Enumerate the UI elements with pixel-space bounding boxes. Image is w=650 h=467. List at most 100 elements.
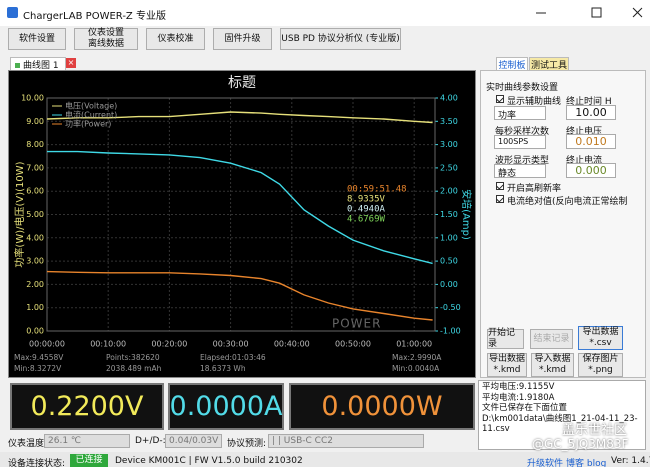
- y-tick-label: 6.00: [26, 187, 44, 196]
- side-button[interactable]: 开始记录: [487, 328, 524, 349]
- button-label: 开始记录: [488, 328, 516, 349]
- dpdm-value: 0.04/0.03V: [165, 434, 222, 448]
- watermark: 盖乐世社区: [562, 423, 628, 438]
- x-tick-label: 00:50:00: [335, 340, 371, 349]
- side-button[interactable]: 导出数据 *.kmd: [487, 353, 527, 377]
- aux-select[interactable]: 功率: [494, 106, 546, 121]
- y2-tick-label: 3.00: [440, 140, 458, 149]
- series-line: [46, 111, 433, 124]
- toolbar-button[interactable]: USB PD 协议分析仪 (专业版): [280, 28, 401, 50]
- logo: POWER: [332, 317, 381, 331]
- protocol-label: 协议预测:: [227, 439, 267, 449]
- plot-border: [46, 97, 436, 332]
- current-readout: 0.0000A: [168, 383, 284, 430]
- y-tick-label: 1.00: [26, 303, 44, 312]
- y-tick-label: 3.00: [26, 257, 44, 266]
- close-tab[interactable]: ×: [66, 58, 76, 68]
- window-title: ChargerLAB POWER-Z 专业版: [23, 11, 166, 22]
- button-label: *.png: [588, 365, 613, 375]
- x-tick-label: 00:30:00: [213, 340, 249, 349]
- toolbar-button[interactable]: 软件设置: [8, 28, 66, 50]
- button-label: 软件设置: [18, 33, 55, 44]
- chart-stat: Min:8.3272V: [14, 364, 62, 373]
- panel-tab[interactable]: 测试工具: [529, 57, 569, 71]
- annotation: 8.9335V: [347, 195, 386, 205]
- y-tick-label: 2.00: [26, 280, 44, 289]
- end-current-label: 终止电流: [566, 156, 603, 166]
- end-current-input[interactable]: 0.000: [566, 163, 616, 178]
- blog-link[interactable]: 博客 blog: [566, 459, 607, 467]
- button-label: *.kmd: [538, 365, 567, 375]
- button-label: 离线数据: [87, 39, 124, 49]
- y-tick-label: 9.00: [26, 117, 44, 126]
- log-box: 平均电压:9.1155V 平均电流:1.9180A 文件已保存在下面位置 D:\…: [478, 380, 646, 450]
- y-tick-label: 7.00: [26, 163, 44, 172]
- dpdm-label: D+/D-:: [135, 436, 166, 446]
- y-tick-label: 0.00: [26, 327, 44, 336]
- legend-label: 电压(Voltage): [65, 101, 117, 111]
- side-button[interactable]: 保存图片 *.png: [578, 353, 623, 377]
- chart-tab[interactable]: 曲线图 1: [10, 57, 66, 71]
- toolbar-button[interactable]: 固件升级: [213, 28, 272, 50]
- window-controls[interactable]: [530, 6, 645, 20]
- side-button[interactable]: 导入数据 *.kmd: [531, 353, 574, 377]
- y2-axis-label: 安培(Amp): [460, 189, 473, 240]
- group-title: 实时曲线参数设置: [486, 83, 559, 93]
- y2-tick-label: 1.50: [440, 210, 458, 219]
- y2-tick-label: 3.50: [440, 117, 458, 126]
- chart-title: 标题: [228, 75, 256, 91]
- upgrade-link[interactable]: 升级软件: [527, 459, 564, 467]
- annotation: 4.6769W: [347, 215, 386, 225]
- button-label: 结束记录: [533, 333, 570, 344]
- sps-select[interactable]: 100SPS: [494, 135, 546, 149]
- end-time-label: 终止时间 H: [566, 97, 612, 107]
- button-label: 固件升级: [224, 33, 261, 44]
- status-bar: [0, 452, 650, 467]
- status-label: 设备连接状态:: [8, 459, 66, 467]
- end-voltage-input[interactable]: 0.010: [566, 134, 616, 149]
- y-tick-label: 8.00: [26, 140, 44, 149]
- button-label: USB PD 协议分析仪 (专业版): [281, 33, 400, 44]
- y2-tick-label: 0.00: [440, 280, 458, 289]
- end-voltage-label: 终止电压: [566, 127, 603, 137]
- temp-label: 仪表温度:: [8, 439, 48, 449]
- end-time-input[interactable]: 10.00: [566, 105, 616, 120]
- chart-stat: Min:0.0040A: [392, 364, 440, 373]
- button-label: 仪表设置: [87, 28, 124, 38]
- version: Ver: 1.4.7: [611, 456, 650, 466]
- aux-curve-label: 显示辅助曲线: [507, 97, 562, 107]
- side-button: 结束记录: [530, 329, 573, 349]
- checkbox[interactable]: [496, 195, 504, 203]
- wave-label: 波形显示类型: [495, 156, 550, 166]
- y-tick-label: 5.00: [26, 210, 44, 219]
- y-tick-label: 4.00: [26, 233, 44, 242]
- side-button[interactable]: 导出数据 *.csv: [578, 326, 623, 350]
- temp-value: 26.1 ℃: [44, 434, 130, 448]
- wave-select[interactable]: 静态: [494, 164, 546, 179]
- log-line: 平均电流:1.9180A: [482, 392, 555, 403]
- checkbox[interactable]: [496, 95, 504, 103]
- watermark: @GC_5JQ3M83F: [532, 437, 629, 451]
- y2-tick-label: 2.50: [440, 163, 458, 172]
- checkbox[interactable]: [496, 182, 504, 190]
- panel-tab[interactable]: 控制板: [496, 57, 528, 71]
- y2-tick-label: -1.00: [440, 327, 461, 336]
- y-axis-label: 功率(W)/电压(V)(10W): [13, 161, 26, 267]
- toolbar-button[interactable]: 仪表设置 离线数据: [74, 28, 138, 50]
- voltage-readout: 0.2200V: [10, 383, 164, 430]
- button-label: 保存图片: [582, 354, 619, 364]
- chart-stat: Points:382620: [106, 353, 160, 362]
- legend-label: 电流(Current): [65, 110, 117, 120]
- high-refresh-label: 开启高刷新率: [507, 184, 562, 194]
- x-tick-label: 01:00:00: [396, 340, 432, 349]
- y2-tick-label: 1.00: [440, 233, 458, 242]
- log-line: D:\km001data\曲线图1_21-04-11_23-: [482, 413, 638, 424]
- chart-stat: 18.6373 Wh: [200, 364, 246, 373]
- app-icon: [7, 7, 18, 18]
- toolbar-button[interactable]: 仪表校准: [146, 28, 205, 50]
- button-label: *.kmd: [493, 365, 521, 375]
- button-label: 导出数据: [582, 327, 619, 337]
- series-line: [46, 270, 433, 321]
- button-label: 仪表校准: [157, 33, 194, 44]
